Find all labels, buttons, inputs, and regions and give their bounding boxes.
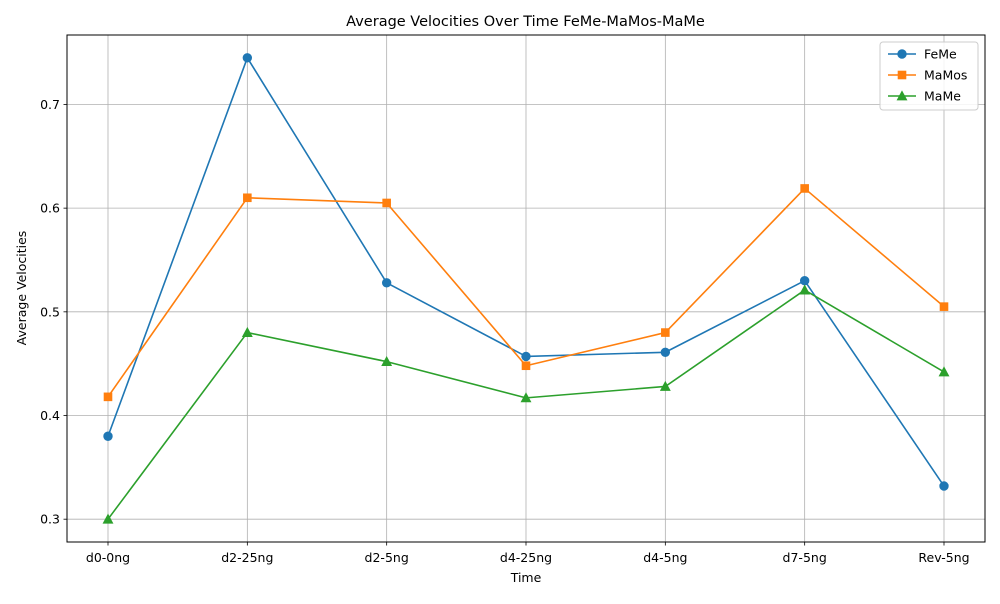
- series-layer: [102, 53, 950, 524]
- legend-label-mame: MaMe: [924, 89, 961, 104]
- legend-label-mamos: MaMos: [924, 68, 967, 83]
- legend-marker-mamos: [897, 70, 907, 80]
- chart-title: Average Velocities Over Time FeMe-MaMos-…: [346, 14, 705, 30]
- series-mamos: [103, 184, 949, 402]
- data-point-mamos: [243, 193, 252, 203]
- data-point-mamos: [103, 392, 113, 402]
- data-point-feme: [521, 351, 531, 362]
- data-point-mamos: [939, 302, 949, 311]
- y-axis-label: Average Velocities: [14, 231, 29, 346]
- x-tick-label: d2-5ng: [365, 550, 409, 565]
- data-point-mamos: [521, 361, 531, 371]
- x-tick-label: d4-5ng: [643, 550, 687, 565]
- data-point-feme: [242, 53, 253, 63]
- data-point-mamos: [382, 198, 391, 208]
- x-tick-label: d4-25ng: [500, 550, 552, 565]
- x-axis: d0-0ng d2-25ng d2-5ng d4-25ng d4-5ng d7-5ng Re…: [86, 542, 970, 565]
- data-point-mame: [520, 392, 532, 403]
- x-axis-label: Time: [510, 570, 542, 585]
- legend-marker-feme: [897, 49, 907, 59]
- data-point-mame: [381, 355, 393, 367]
- legend-item-mamos: MaMos: [888, 68, 967, 83]
- data-point-feme: [103, 431, 113, 441]
- legend-label-feme: FeMe: [924, 47, 957, 62]
- data-point-feme: [939, 481, 949, 491]
- legend-item-feme: FeMe: [888, 47, 957, 62]
- x-tick-label: d2-25ng: [221, 550, 273, 565]
- data-point-mame: [102, 513, 114, 524]
- y-axis: 0.3 0.4 0.5 0.6 0.7: [40, 97, 67, 527]
- legend-marker-mame: [896, 90, 908, 101]
- data-point-mame: [659, 380, 671, 391]
- data-point-mame: [938, 366, 950, 377]
- series-mame: [102, 284, 950, 524]
- grid: [67, 35, 985, 542]
- data-point-feme: [381, 278, 392, 288]
- series-feme: [103, 53, 949, 491]
- x-tick-label: d7-5ng: [783, 550, 827, 565]
- legend-box: [879, 41, 979, 111]
- data-point-mame: [799, 284, 811, 295]
- data-point-mamos: [661, 328, 670, 337]
- y-tick-label: 0.5: [40, 304, 60, 319]
- legend-item-mame: MaMe: [888, 89, 961, 104]
- x-tick-label: Rev-5ng: [918, 550, 969, 565]
- y-tick-label: 0.4: [40, 408, 60, 423]
- y-tick-label: 0.6: [40, 201, 60, 216]
- y-tick-label: 0.7: [40, 97, 60, 112]
- y-tick-label: 0.3: [40, 512, 60, 527]
- legend: FeMe MaMos MaMe: [879, 41, 979, 111]
- data-point-feme: [799, 276, 810, 286]
- data-point-mame: [241, 326, 253, 337]
- data-point-feme: [660, 347, 671, 357]
- x-tick-label: d0-0ng: [86, 550, 130, 565]
- data-point-mamos: [800, 184, 809, 193]
